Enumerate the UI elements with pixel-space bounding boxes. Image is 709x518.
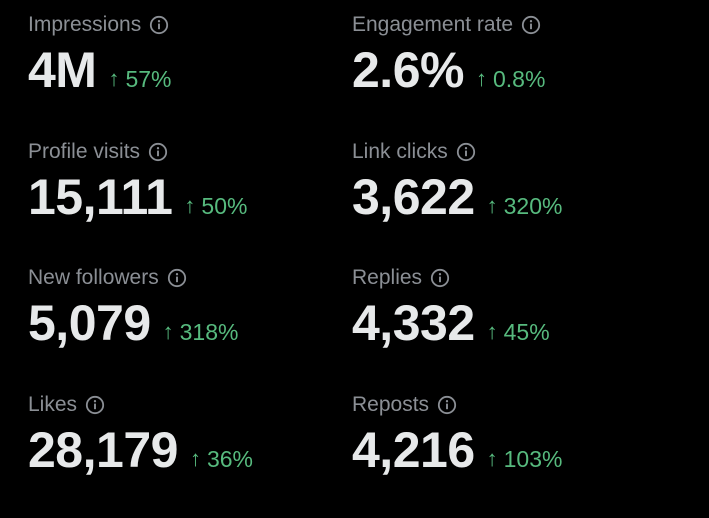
info-icon[interactable] (148, 142, 168, 162)
metric-label: Profile visits (28, 139, 141, 163)
metric-engagement-rate: Engagement rate 2.6% ↑ 0.8% (352, 10, 676, 137)
metric-change-value: 0.8% (492, 66, 546, 92)
metric-label: Link clicks (352, 139, 448, 163)
arrow-up-icon: ↑ (475, 66, 487, 91)
metric-value-row: 3,622 ↑ 320% (352, 169, 676, 225)
metric-value: 4M (28, 42, 97, 98)
metric-new-followers: New followers 5,079 ↑ 318% (28, 263, 352, 390)
metric-change: ↑ 57% (108, 66, 171, 93)
metric-change: ↑ 0.8% (476, 66, 545, 93)
metric-change: ↑ 36% (190, 446, 253, 473)
metric-value: 5,079 (28, 295, 151, 351)
info-icon[interactable] (167, 268, 187, 288)
metric-replies: Replies 4,332 ↑ 45% (352, 263, 676, 390)
metric-label-row: Replies (352, 263, 676, 293)
metric-value: 15,111 (28, 168, 173, 225)
metric-value: 3,622 (352, 168, 475, 225)
arrow-up-icon: ↑ (108, 66, 120, 91)
metrics-grid: Impressions 4M ↑ 57% Engagement rate 2.6… (28, 10, 688, 516)
metric-label: New followers (28, 266, 159, 289)
metric-label-row: Reposts (352, 390, 676, 420)
metric-change-value: 36% (206, 445, 253, 472)
arrow-up-icon: ↑ (486, 445, 498, 471)
metric-label-row: Engagement rate (352, 10, 676, 40)
metric-value-row: 5,079 ↑ 318% (28, 295, 352, 351)
metric-label-row: Link clicks (352, 137, 676, 167)
metric-label: Reposts (352, 392, 430, 416)
metric-label-row: Impressions (28, 10, 352, 40)
arrow-up-icon: ↑ (162, 319, 174, 344)
metric-change-value: 45% (503, 319, 550, 345)
metric-change-value: 103% (503, 445, 563, 472)
metric-change-value: 320% (503, 192, 563, 219)
metric-value: 2.6% (352, 42, 464, 98)
metric-change: ↑ 318% (163, 319, 239, 346)
metric-likes: Likes 28,179 ↑ 36% (28, 390, 352, 517)
info-icon[interactable] (85, 395, 105, 415)
info-icon[interactable] (437, 395, 457, 415)
metric-change-value: 57% (125, 66, 172, 92)
metric-value-row: 2.6% ↑ 0.8% (352, 42, 676, 98)
metric-label: Engagement rate (352, 13, 514, 36)
metric-change: ↑ 45% (487, 319, 550, 346)
metric-value-row: 4,216 ↑ 103% (352, 422, 676, 478)
metric-label-row: Likes (28, 390, 352, 420)
metric-value: 28,179 (28, 421, 178, 478)
arrow-up-icon: ↑ (189, 445, 201, 471)
metric-change-value: 318% (179, 319, 239, 345)
metric-value-row: 15,111 ↑ 50% (28, 169, 352, 225)
info-icon[interactable] (521, 15, 541, 35)
metric-value: 4,332 (352, 295, 475, 351)
metric-value-row: 4,332 ↑ 45% (352, 295, 676, 351)
info-icon[interactable] (149, 15, 169, 35)
metric-change-value: 50% (201, 192, 248, 219)
metric-label-row: New followers (28, 263, 352, 293)
metric-value-row: 28,179 ↑ 36% (28, 422, 352, 478)
arrow-up-icon: ↑ (486, 319, 498, 344)
metric-change: ↑ 320% (487, 193, 563, 220)
info-icon[interactable] (430, 268, 450, 288)
metric-label-row: Profile visits (28, 137, 352, 167)
metric-impressions: Impressions 4M ↑ 57% (28, 10, 352, 137)
metric-change: ↑ 50% (184, 193, 247, 220)
metric-label: Likes (28, 392, 78, 416)
metric-link-clicks: Link clicks 3,622 ↑ 320% (352, 137, 676, 264)
metric-reposts: Reposts 4,216 ↑ 103% (352, 390, 676, 517)
metric-profile-visits: Profile visits 15,111 ↑ 50% (28, 137, 352, 264)
metric-change: ↑ 103% (487, 446, 563, 473)
metric-label: Replies (352, 266, 423, 289)
arrow-up-icon: ↑ (486, 192, 498, 218)
info-icon[interactable] (456, 142, 476, 162)
arrow-up-icon: ↑ (184, 192, 196, 218)
metric-value-row: 4M ↑ 57% (28, 42, 352, 98)
metric-label: Impressions (28, 13, 142, 36)
metric-value: 4,216 (352, 421, 475, 478)
